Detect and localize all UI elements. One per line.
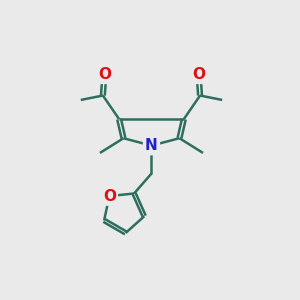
- Text: N: N: [145, 138, 158, 153]
- Text: O: O: [98, 67, 111, 82]
- Text: O: O: [192, 67, 205, 82]
- Text: O: O: [103, 189, 116, 204]
